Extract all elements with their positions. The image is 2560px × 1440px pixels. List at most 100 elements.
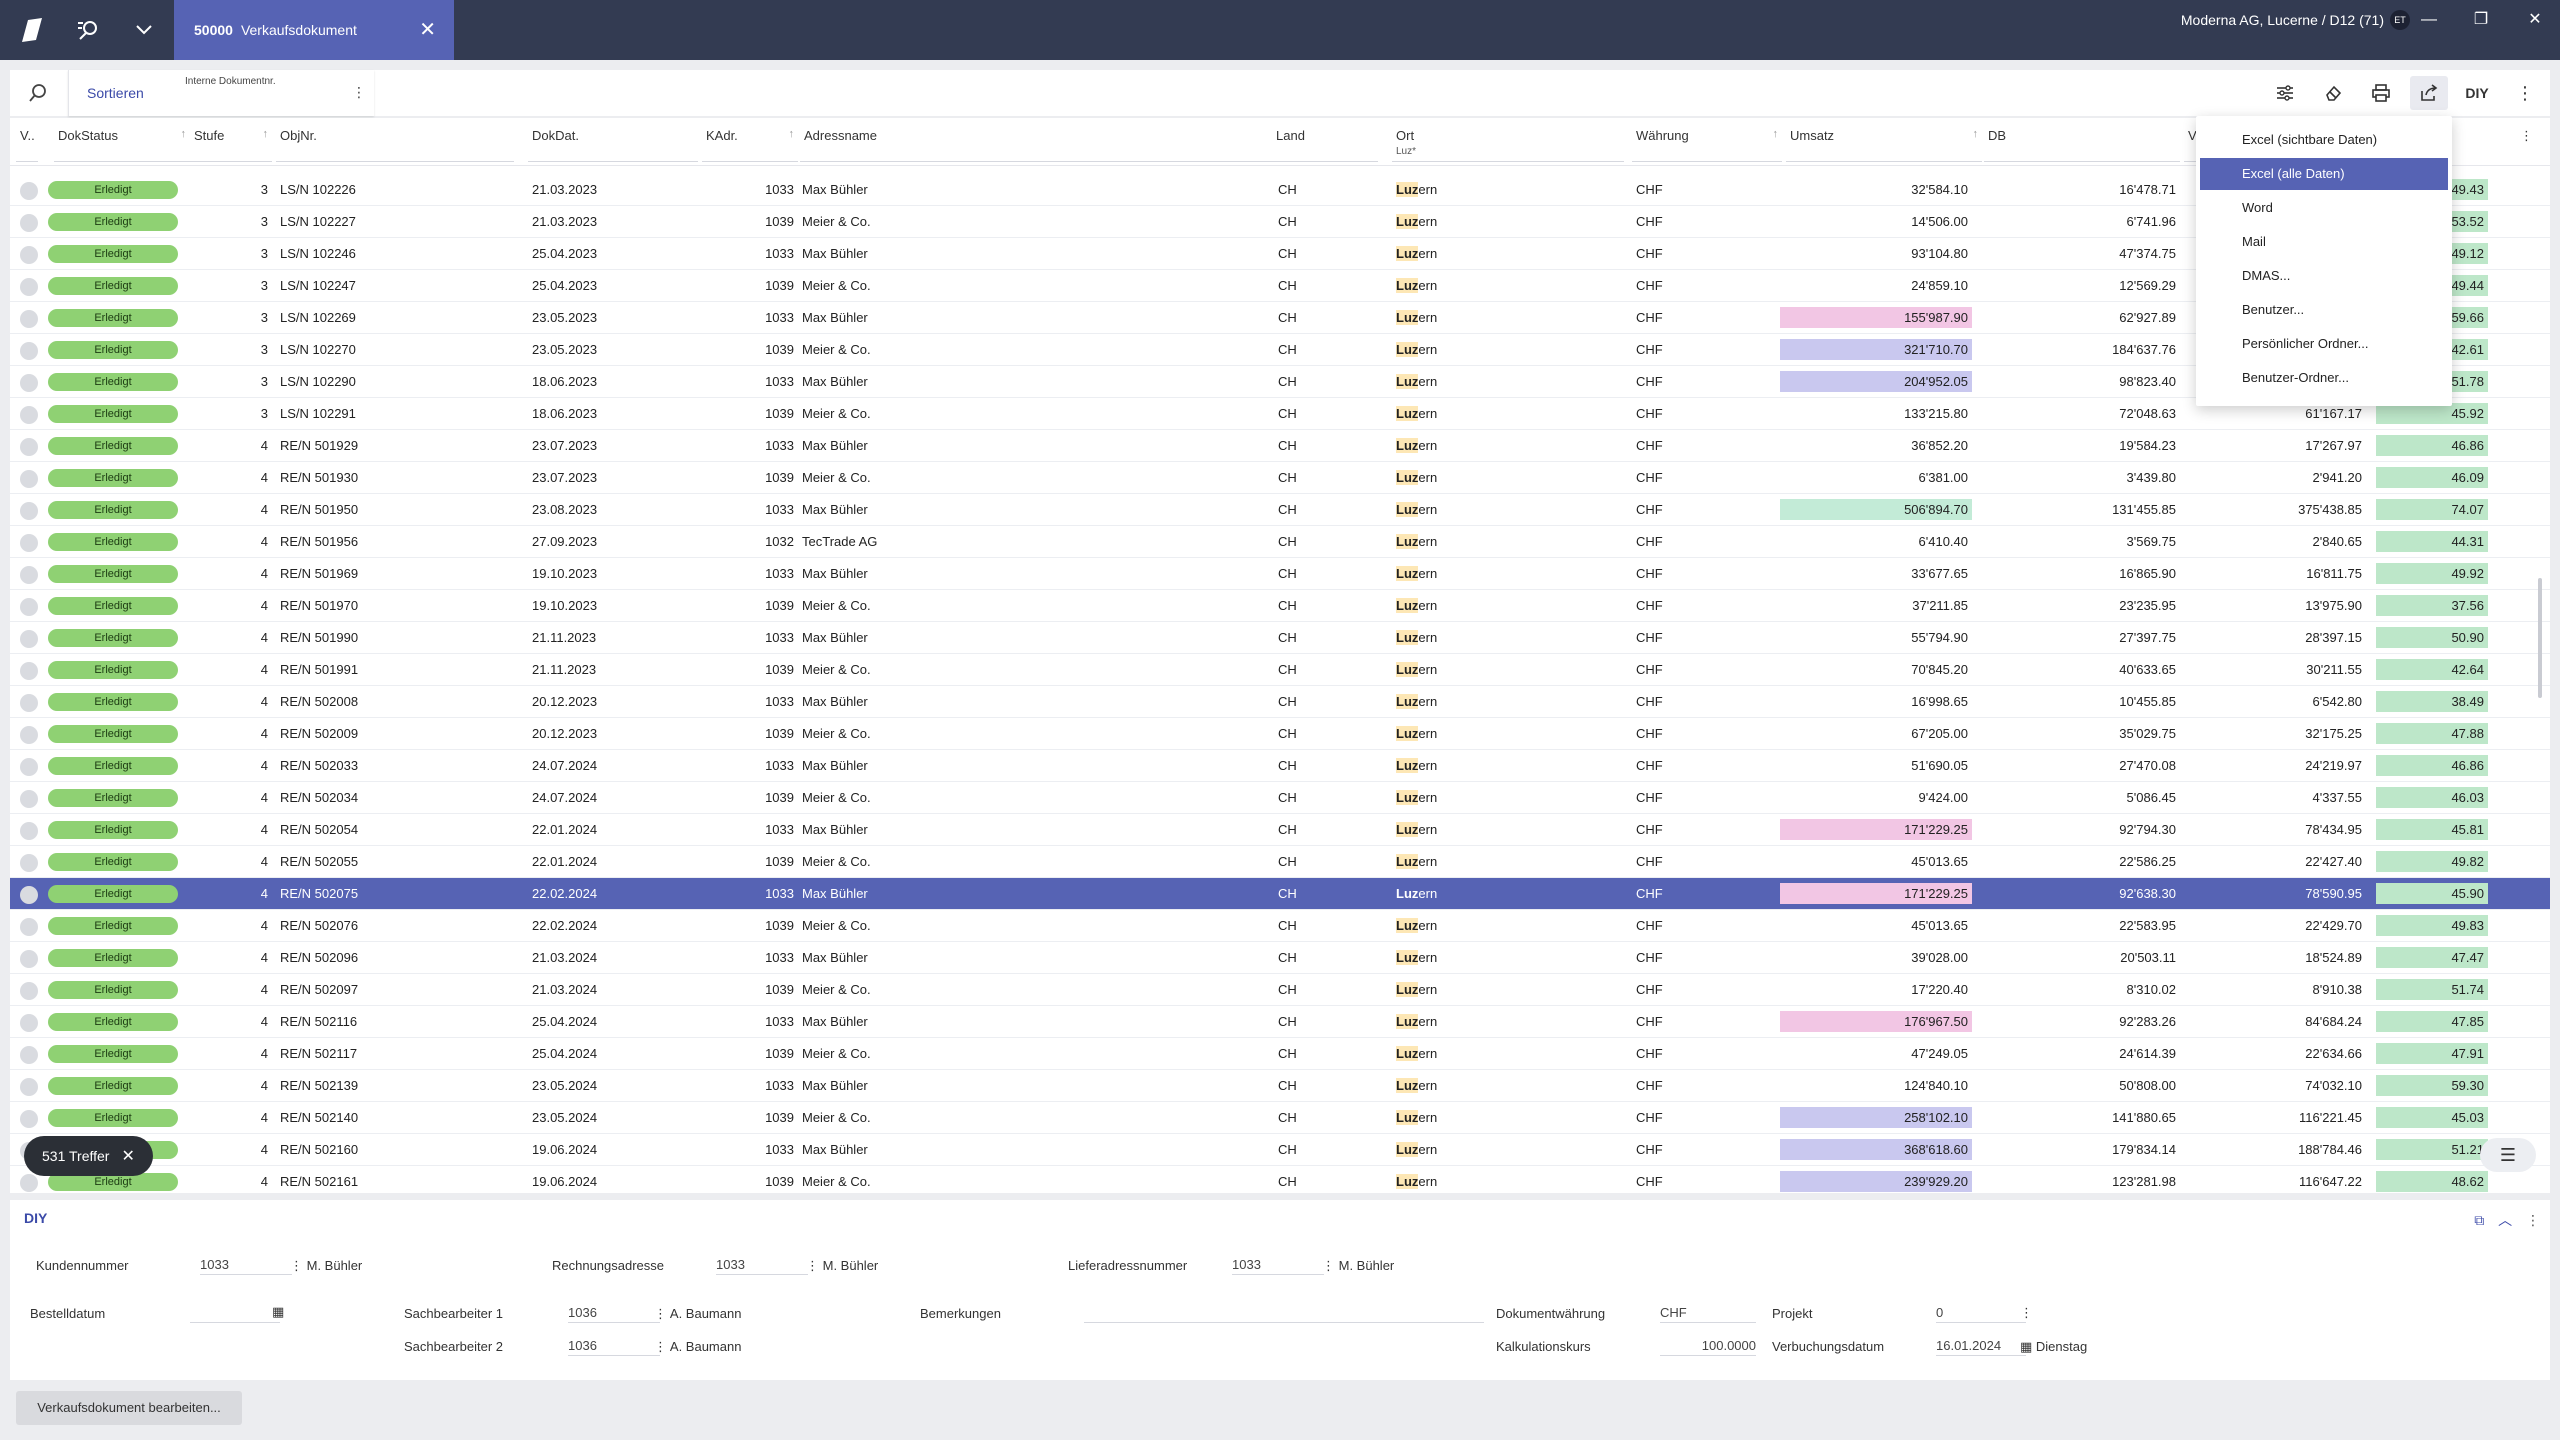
table-row[interactable]: Erledigt 4 RE/N 502008 20.12.2023 1033 Max Bü… bbox=[10, 686, 2550, 718]
more-vertical-icon[interactable] bbox=[2520, 782, 2540, 813]
sort-arrow-icon[interactable]: ↑ bbox=[1972, 128, 1979, 140]
bemerkungen-field[interactable] bbox=[1084, 1305, 1484, 1323]
column-header-waehrung[interactable]: Währung ↑ bbox=[1632, 128, 1782, 162]
more-vertical-icon[interactable] bbox=[2520, 878, 2540, 909]
column-header-v[interactable]: V.. bbox=[16, 128, 38, 162]
row-select-radio[interactable] bbox=[20, 502, 38, 520]
hits-badge[interactable]: 531 Treffer ✕ bbox=[24, 1136, 153, 1176]
column-header-ort[interactable]: Ort Luz* bbox=[1392, 128, 1624, 162]
column-header-umsatz[interactable]: Umsatz ↑ bbox=[1786, 128, 1982, 162]
more-vertical-icon[interactable] bbox=[2520, 174, 2540, 205]
table-row[interactable]: Erledigt 3 LS/N 102291 18.06.2023 1039 Meier … bbox=[10, 398, 2550, 430]
row-select-radio[interactable] bbox=[20, 822, 38, 840]
menu-item-export[interactable]: Excel (sichtbare Daten) bbox=[2242, 132, 2378, 147]
menu-item-export[interactable]: Word bbox=[2242, 200, 2273, 215]
row-select-radio[interactable] bbox=[20, 662, 38, 680]
column-header-dokdat[interactable]: DokDat. bbox=[528, 128, 698, 162]
sb2-field[interactable]: 1036 bbox=[568, 1338, 660, 1356]
scrollbar-thumb[interactable] bbox=[2538, 578, 2542, 698]
lieferadresse-field[interactable]: 1033 bbox=[1232, 1257, 1324, 1275]
tab-document[interactable]: 50000 Verkaufsdokument ✕ bbox=[174, 0, 454, 60]
menu-item-export[interactable]: Excel (alle Daten) bbox=[2200, 158, 2448, 190]
more-vertical-icon[interactable] bbox=[2520, 238, 2540, 269]
table-row[interactable]: Erledigt 4 RE/N 502140 23.05.2024 1039 Meier … bbox=[10, 1102, 2550, 1134]
row-select-radio[interactable] bbox=[20, 758, 38, 776]
more-vertical-icon[interactable] bbox=[2520, 366, 2540, 397]
row-select-radio[interactable] bbox=[20, 790, 38, 808]
more-vertical-icon[interactable] bbox=[2520, 974, 2540, 1005]
sb1-field[interactable]: 1036 bbox=[568, 1305, 660, 1323]
row-select-radio[interactable] bbox=[20, 182, 38, 200]
table-row[interactable]: Erledigt 4 RE/N 502116 25.04.2024 1033 Max Bü… bbox=[10, 1006, 2550, 1038]
more-vertical-icon[interactable] bbox=[2520, 558, 2540, 589]
table-row[interactable]: Erledigt 3 LS/N 102269 23.05.2023 1033 Max Bü… bbox=[10, 302, 2550, 334]
table-row[interactable]: Erledigt 4 RE/N 502076 22.02.2024 1039 Meier … bbox=[10, 910, 2550, 942]
row-select-radio[interactable] bbox=[20, 566, 38, 584]
sort-arrow-icon[interactable]: ↑ bbox=[788, 128, 795, 140]
table-row[interactable]: Erledigt 4 RE/N 502075 22.02.2024 1033 Max Bü… bbox=[10, 878, 2550, 910]
table-row[interactable]: Erledigt 3 LS/N 102247 25.04.2023 1039 Meier … bbox=[10, 270, 2550, 302]
table-row[interactable]: Erledigt 4 RE/N 502139 23.05.2024 1033 Max Bü… bbox=[10, 1070, 2550, 1102]
row-select-radio[interactable] bbox=[20, 982, 38, 1000]
table-row[interactable]: Erledigt 4 RE/N 502161 19.06.2024 1039 Meier … bbox=[10, 1166, 2550, 1193]
more-vertical-icon[interactable]: ⋮ bbox=[2516, 82, 2534, 103]
row-select-radio[interactable] bbox=[20, 406, 38, 424]
row-select-radio[interactable] bbox=[20, 278, 38, 296]
more-vertical-icon[interactable] bbox=[2520, 814, 2540, 845]
more-vertical-icon[interactable] bbox=[2520, 206, 2540, 237]
verbuchung-field[interactable]: 16.01.2024 bbox=[1936, 1338, 2026, 1356]
more-vertical-icon[interactable] bbox=[2520, 430, 2540, 461]
more-vertical-icon[interactable] bbox=[2520, 462, 2540, 493]
edit-document-button[interactable]: Verkaufsdokument bearbeiten... bbox=[16, 1391, 242, 1425]
row-select-radio[interactable] bbox=[20, 374, 38, 392]
rechnungsadresse-field[interactable]: 1033 bbox=[716, 1257, 808, 1275]
print-icon[interactable] bbox=[2362, 76, 2400, 110]
table-row[interactable]: Erledigt 3 LS/N 102227 21.03.2023 1039 Meier … bbox=[10, 206, 2550, 238]
grid-settings-icon[interactable]: ☰ bbox=[2480, 1138, 2536, 1172]
row-select-radio[interactable] bbox=[20, 1078, 38, 1096]
eraser-icon[interactable] bbox=[2314, 76, 2352, 110]
menu-item-export[interactable]: Persönlicher Ordner... bbox=[2242, 336, 2369, 351]
column-header-objnr[interactable]: ObjNr. bbox=[276, 128, 514, 162]
more-vertical-icon[interactable]: ⋮ bbox=[2526, 1212, 2540, 1228]
table-row[interactable]: Erledigt 4 RE/N 502117 25.04.2024 1039 Meier … bbox=[10, 1038, 2550, 1070]
row-select-radio[interactable] bbox=[20, 726, 38, 744]
open-external-icon[interactable]: ⧉ bbox=[2474, 1212, 2485, 1228]
close-icon[interactable]: ✕ bbox=[121, 1148, 135, 1165]
sort-box[interactable]: Sortieren Interne Dokumentnr. ⋮ bbox=[68, 70, 374, 116]
menu-item-export[interactable]: Benutzer... bbox=[2242, 302, 2305, 317]
more-vertical-icon[interactable]: ⋮ bbox=[2520, 128, 2533, 143]
row-select-radio[interactable] bbox=[20, 886, 38, 904]
column-header-kadr[interactable]: KAdr. ↑ bbox=[702, 128, 798, 162]
search-list-icon[interactable] bbox=[74, 16, 102, 44]
more-vertical-icon[interactable] bbox=[2520, 1006, 2540, 1037]
more-vertical-icon[interactable] bbox=[2520, 1102, 2540, 1133]
sort-arrow-icon[interactable]: ↑ bbox=[1772, 128, 1779, 140]
menu-item-export[interactable]: Mail bbox=[2242, 234, 2266, 249]
table-row[interactable]: Erledigt 4 RE/N 502009 20.12.2023 1039 Meier … bbox=[10, 718, 2550, 750]
window-close-icon[interactable]: ✕ bbox=[2528, 11, 2542, 28]
row-select-radio[interactable] bbox=[20, 534, 38, 552]
sort-arrow-icon[interactable]: ↑ bbox=[262, 128, 269, 140]
sort-label[interactable]: Sortieren bbox=[87, 85, 144, 101]
table-row[interactable]: Erledigt 3 LS/N 102246 25.04.2023 1033 Max Bü… bbox=[10, 238, 2550, 270]
menu-item-export[interactable]: Benutzer-Ordner... bbox=[2242, 370, 2349, 385]
more-vertical-icon[interactable] bbox=[2520, 1038, 2540, 1069]
more-vertical-icon[interactable] bbox=[2520, 1070, 2540, 1101]
column-header-db[interactable]: DB bbox=[1984, 128, 2180, 162]
row-select-radio[interactable] bbox=[20, 630, 38, 648]
row-select-radio[interactable] bbox=[20, 246, 38, 264]
column-header-land[interactable]: Land bbox=[1272, 128, 1378, 162]
table-row[interactable]: Erledigt 4 RE/N 501969 19.10.2023 1033 Max Bü… bbox=[10, 558, 2550, 590]
more-vertical-icon[interactable] bbox=[2520, 334, 2540, 365]
waehrung-field[interactable]: CHF bbox=[1660, 1305, 1756, 1323]
minimize-icon[interactable]: — bbox=[2421, 11, 2437, 28]
table-row[interactable]: Erledigt 4 RE/N 502033 24.07.2024 1033 Max Bü… bbox=[10, 750, 2550, 782]
menu-item-export[interactable]: DMAS... bbox=[2242, 268, 2291, 283]
sort-arrow-icon[interactable]: ↑ bbox=[180, 128, 187, 140]
table-row[interactable]: Erledigt 4 RE/N 501991 21.11.2023 1039 Meier … bbox=[10, 654, 2550, 686]
row-select-radio[interactable] bbox=[20, 310, 38, 328]
more-vertical-icon[interactable] bbox=[2520, 686, 2540, 717]
more-vertical-icon[interactable] bbox=[2520, 526, 2540, 557]
diy-button[interactable]: DIY bbox=[2465, 85, 2489, 101]
